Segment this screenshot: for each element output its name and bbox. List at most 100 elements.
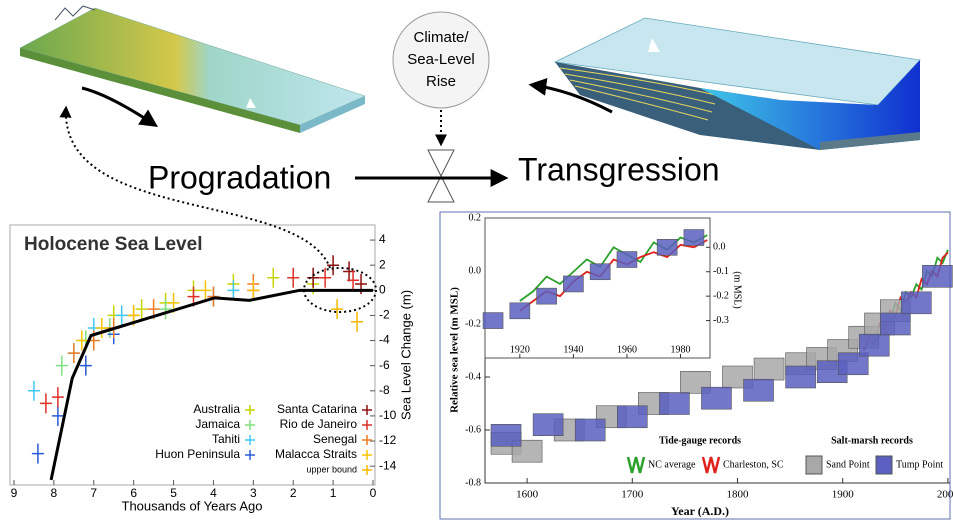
legend-marker	[362, 405, 372, 415]
data-point	[287, 267, 300, 288]
x-tick-label: 6	[130, 486, 137, 500]
legend-marker	[245, 450, 255, 460]
x-tick-label: 1	[330, 486, 337, 500]
progradation-block	[19, 5, 366, 133]
circle-label: Climate/	[413, 29, 469, 46]
x-tick-label: 4	[210, 486, 217, 500]
data-point	[115, 305, 128, 326]
data-box	[743, 378, 774, 402]
data-point	[51, 405, 64, 426]
data-point	[31, 443, 44, 464]
inset-chart: 1920 1940 1960 1980 0.0 -0.1 -0.2 -0.3	[482, 229, 729, 358]
legend-title: Tide-gauge records	[659, 435, 741, 446]
data-point	[135, 299, 148, 320]
y-tick-label: -0.6	[465, 424, 481, 435]
legend-marker	[245, 420, 255, 430]
data-point	[227, 280, 240, 301]
circle-label: Rise	[426, 73, 456, 90]
data-box	[837, 352, 869, 376]
x-tick-label: 1940	[563, 344, 583, 355]
legend-title: Salt-marsh records	[831, 435, 913, 446]
legend-marker	[805, 455, 823, 475]
y-tick-label: -4	[379, 333, 390, 347]
data-point	[327, 255, 340, 276]
x-tick-label: 2	[290, 486, 297, 500]
circle-label: Sea-Level	[407, 51, 475, 68]
transgression-label: Transgression	[518, 151, 720, 187]
climate-circle	[392, 11, 490, 109]
y-axis-label: Relative sea level (m MSL)	[449, 287, 461, 413]
highlight-ellipse	[303, 267, 377, 313]
data-point	[67, 343, 80, 364]
y-tick-label: 2	[379, 257, 386, 271]
data-box	[858, 333, 890, 357]
x-tick-label: 3	[250, 486, 257, 500]
y-tick-label: -0.2	[465, 318, 481, 329]
legend-marker	[626, 456, 646, 474]
data-box	[879, 312, 911, 336]
y-tick-label: -0.3	[713, 315, 729, 326]
x-tick-label: 1600	[516, 489, 539, 501]
x-axis-label: Thousands of Years Ago	[122, 498, 263, 513]
dotted-arrow	[59, 105, 331, 269]
progradation-label: Progradation	[148, 159, 331, 195]
data-point	[75, 330, 88, 351]
y-tick-label: -10	[379, 408, 397, 422]
inset-frame	[484, 217, 711, 359]
data-point	[199, 280, 212, 301]
data-point	[247, 280, 260, 301]
transgression-block	[553, 17, 921, 150]
x-axis-label: Year (A.D.)	[671, 504, 729, 518]
data-box	[701, 386, 732, 410]
data-box	[616, 405, 648, 429]
data-box	[482, 312, 504, 329]
data-point	[267, 267, 280, 288]
legend-label: Australia	[193, 402, 240, 416]
y-tick-label: 4	[379, 232, 386, 246]
x-tick-label: 1920	[510, 344, 530, 355]
data-point	[331, 299, 344, 320]
data-box	[589, 263, 611, 281]
legend-label: Jamaica	[195, 417, 240, 431]
legend-label: Charleston, SC	[723, 459, 784, 470]
data-point	[39, 393, 52, 414]
valve	[427, 149, 455, 203]
data-box	[659, 392, 690, 415]
arrow	[528, 77, 613, 114]
y-tick-label: -8	[379, 383, 390, 397]
x-tick-label: 7	[90, 486, 97, 500]
legend-label: Huon Peninsula	[155, 447, 240, 461]
legend-marker	[875, 455, 893, 475]
legend-marker	[245, 435, 255, 445]
plot-frame	[9, 224, 376, 486]
data-point	[95, 317, 108, 338]
x-tick-label: 8	[51, 486, 58, 500]
x-tick-label: 9	[11, 486, 18, 500]
legend-label: Sand Point	[826, 459, 870, 470]
holocene-chart: 9 8 7 6 5 4 3 2 1 0 4 2 0 -2 -4 -6 -8 -10 -12 -14 AustraliaJ…	[11, 232, 397, 500]
trend-line	[49, 288, 374, 481]
y-tick-label: -0.2	[713, 290, 729, 301]
y-tick-label: -14	[379, 458, 397, 472]
y-tick-label: -0.4	[465, 371, 481, 382]
legend-marker	[362, 435, 372, 445]
legend-marker	[245, 405, 255, 415]
data-point	[51, 387, 64, 408]
arrow	[81, 86, 158, 127]
data-box	[901, 291, 932, 315]
data-box	[753, 357, 785, 381]
data-box	[563, 275, 584, 293]
y-tick-label: -2	[379, 308, 390, 322]
data-box	[509, 302, 531, 320]
x-tick-label: 0	[370, 486, 377, 500]
y-tick-label: -12	[379, 433, 397, 447]
legend-label: Malacca Straits	[275, 447, 357, 461]
legend-marker	[701, 456, 721, 474]
legend-label: Senegal	[313, 432, 357, 446]
data-box	[616, 251, 638, 268]
data-box	[490, 423, 522, 447]
data-point	[79, 355, 92, 376]
legend-marker	[362, 420, 372, 430]
x-tick-label: 1980	[671, 344, 691, 355]
